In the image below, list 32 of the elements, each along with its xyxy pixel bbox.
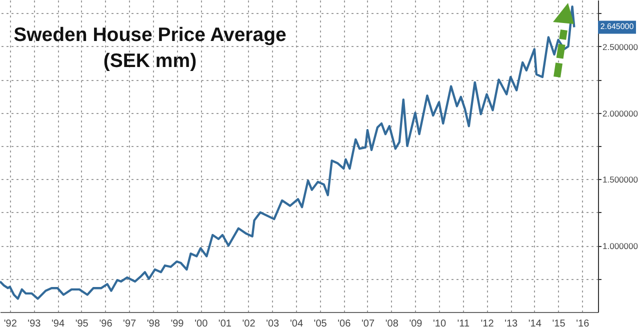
x-tick-label: '10 [433, 318, 446, 330]
x-tick-label: '04 [290, 318, 304, 330]
x-tick-label: '08 [385, 318, 399, 330]
x-tick-label: '95 [75, 318, 89, 330]
x-tick-label: '93 [28, 318, 42, 330]
x-tick-label: '06 [338, 318, 352, 330]
x-tick-label: '03 [266, 318, 280, 330]
x-tick-label: '05 [314, 318, 328, 330]
x-tick-label: '13 [504, 318, 518, 330]
x-tick-label: '00 [194, 318, 208, 330]
x-tick-label: '11 [457, 318, 470, 330]
x-tick-label: '15 [552, 318, 566, 330]
x-tick-label: '98 [146, 318, 160, 330]
y-tick-label: 2.000000 [602, 108, 638, 118]
text: (SEK mm) [102, 49, 198, 74]
y-tick-label: 1.500000 [602, 174, 638, 185]
x-tick-label: '09 [409, 318, 423, 330]
x-tick-label: '16 [576, 318, 590, 330]
x-tick-label: '02 [242, 318, 256, 330]
x-tick-label: '92 [4, 318, 18, 330]
text: 2.645000 [600, 22, 634, 32]
y-tick-label: 1.000000 [602, 241, 638, 252]
x-tick-label: '07 [361, 318, 375, 330]
x-tick-label: '99 [170, 318, 184, 330]
x-tick-label: '14 [528, 318, 542, 330]
text: Sweden House Price Average [12, 23, 288, 48]
x-tick-label: '12 [480, 318, 494, 330]
x-tick-label: '94 [51, 318, 65, 330]
x-tick-label: '97 [123, 318, 137, 330]
x-tick-label: '96 [99, 318, 113, 330]
y-tick-label: 2.500000 [602, 42, 638, 52]
x-tick-label: '01 [218, 318, 232, 330]
